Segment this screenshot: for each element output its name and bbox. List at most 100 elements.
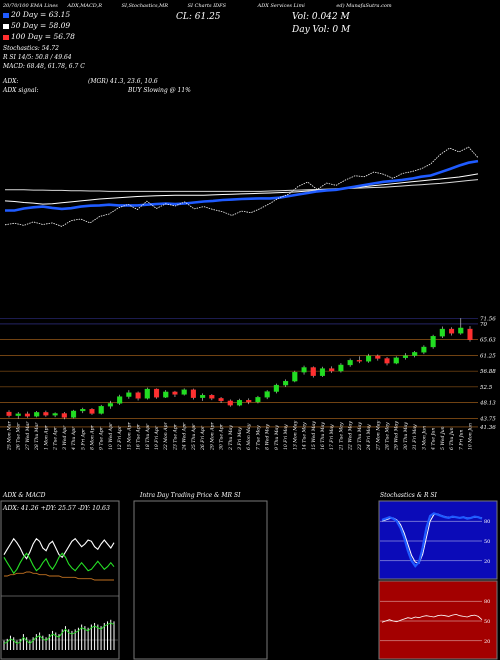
stoch-line-stochastics (381, 512, 483, 568)
candle-body (163, 391, 169, 398)
date-label: 10 Fri May (283, 424, 289, 450)
stoch-background (378, 500, 498, 580)
date-label: 3 Mon Jun (421, 426, 427, 450)
date-label: 12 Fri Apr (117, 425, 123, 450)
candle-body (292, 371, 298, 382)
candle-body (153, 388, 160, 398)
rsi-line (381, 613, 483, 623)
legend-ma100: 100 Day = 56.78 (11, 32, 75, 41)
rsi-readout: R SI 14/5: 50.8 / 49.64 (3, 54, 72, 61)
date-label: 26 Fri Apr (200, 425, 206, 451)
adx-signal-label: ADX signal: (3, 87, 39, 94)
candle-body (227, 400, 233, 406)
price-tick-label: 52.5 (480, 385, 493, 391)
date-label: 17 Fri May (329, 424, 335, 450)
candle-body (347, 360, 353, 366)
macd-readout: MACD: 68.48, 61.78, 6.7 C (3, 63, 85, 70)
date-label: 28 Thu Mar (34, 422, 40, 451)
candle-body (421, 346, 427, 353)
close-label: CL: 61.25 (176, 12, 221, 22)
date-label: 15 Mon Apr (126, 422, 132, 450)
price-tick-label: 41.36 (479, 425, 496, 431)
date-label: 30 Thu May (403, 422, 409, 450)
candle-body (107, 403, 113, 407)
date-label: 10 Wed Apr (108, 422, 114, 450)
legend-ma50: 50 Day = 58.09 (11, 21, 71, 30)
candle-body (264, 391, 270, 398)
candle-body (52, 413, 58, 416)
candle-body (329, 368, 335, 372)
legend-swatch-20 (3, 13, 9, 18)
candle-body (144, 388, 150, 399)
candle-body (283, 380, 289, 386)
adx-label: ADX: (3, 78, 19, 85)
price-tick-label: 65.63 (480, 338, 496, 344)
price-tick-label: 71.56 (480, 316, 496, 322)
date-label: 22 Mon Apr (163, 422, 169, 451)
candle-body (61, 413, 67, 418)
date-label: 27 Mon May (375, 420, 381, 451)
adx-panel: ADX: 41.26 +DY: 25.57 -DY: 10.63 (0, 500, 120, 660)
candle-body (181, 389, 187, 395)
candle-body (255, 397, 261, 403)
candle-body (384, 358, 390, 364)
candle-body (98, 406, 104, 414)
legend-swatch-50 (3, 24, 9, 29)
date-label: 10 Mon Jun (468, 423, 474, 450)
date-label: 8 Wed May (265, 424, 271, 450)
date-label: 8 Mon Apr (89, 424, 95, 450)
candle-body (15, 413, 21, 416)
candle-body (34, 412, 40, 417)
candle-body (126, 392, 132, 397)
rsi-tick-label: 80 (484, 599, 490, 605)
moving-average-chart (4, 146, 479, 227)
date-label: 23 Tue Apr (172, 423, 178, 451)
date-label: 16 Thu May (320, 422, 326, 450)
candle-body (356, 360, 362, 362)
date-label: 26 Tue Mar (16, 422, 22, 451)
adx-signal-value: BUY Slowing @ 11% (128, 87, 191, 94)
date-label: 3 Fri May (237, 427, 243, 450)
rsi-tick-label: 20 (484, 639, 490, 645)
price-tick-label: 61.25 (480, 353, 496, 359)
date-label: 18 Thu Apr (145, 423, 151, 450)
date-label: 25 Mon Mar (7, 420, 13, 451)
candle-body (43, 412, 49, 416)
candle-body (200, 394, 206, 398)
date-label: 28 Tue May (385, 422, 391, 451)
candle-body (393, 357, 399, 364)
day-vol-label: Day Vol: 0 M (292, 25, 351, 35)
price-tick-label: 70 (480, 322, 487, 328)
stochastics-panel: 80 50 20 80 50 20 (378, 500, 498, 660)
vol-label: Vol: 0.042 M (292, 12, 350, 22)
candle-body (172, 391, 178, 395)
date-label: 7 Fri Jun (458, 430, 464, 450)
price-dotted-line (4, 146, 479, 227)
intraday-title: Intra Day Trading Price & MR SI (140, 492, 241, 499)
rsi-background (378, 580, 498, 660)
date-label: 9 Thu May (274, 425, 280, 450)
candle-body (310, 367, 316, 376)
candle-body (402, 355, 409, 358)
candle-body (218, 398, 224, 402)
rsi-tick-label: 50 (484, 619, 490, 625)
date-label: 7 Tue May (255, 425, 261, 450)
candle-body (209, 394, 215, 399)
intraday-panel (133, 500, 268, 660)
candle-body (246, 400, 252, 403)
candle-body (89, 409, 95, 414)
price-tick-label: 43.75 (479, 416, 496, 422)
candle-body (117, 396, 123, 404)
candle-body (375, 355, 381, 359)
intraday-frame (133, 500, 268, 660)
candle-body (273, 384, 279, 392)
candle-body (430, 336, 436, 348)
date-label: 25 Thu Apr (191, 423, 197, 451)
date-label: 2 Thu May (228, 425, 234, 451)
date-label: 29 Mon Apr (209, 422, 215, 451)
adx-values: (MGR) 41.3, 23.6, 10.6 (88, 78, 158, 85)
stoch-tick-label: 20 (484, 559, 490, 565)
stoch-tick-label: 50 (484, 539, 490, 545)
date-label: 2 Tue Apr (53, 426, 59, 451)
date-label: 4 Tue Jun (431, 428, 437, 451)
